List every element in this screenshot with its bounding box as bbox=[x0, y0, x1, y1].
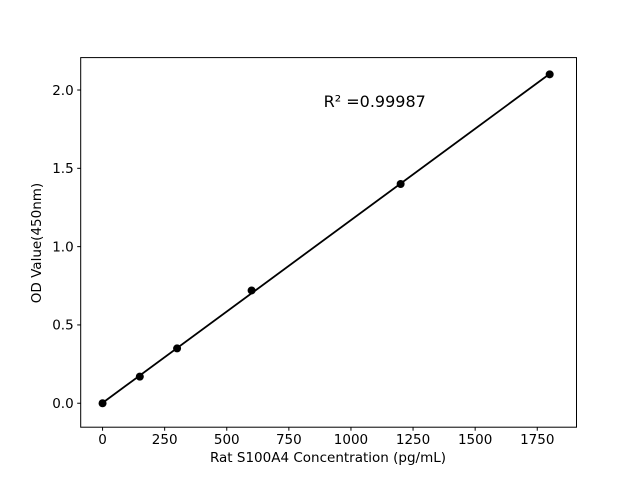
y-tick-label: 1.5 bbox=[52, 161, 73, 177]
y-axis-label: OD Value(450nm) bbox=[29, 182, 45, 304]
r-squared-annotation: R² =0.99987 bbox=[323, 91, 426, 111]
y-tick-label: 2.0 bbox=[52, 83, 73, 99]
x-tick-label: 1750 bbox=[520, 432, 554, 448]
x-tick-label: 1250 bbox=[396, 432, 430, 448]
data-point bbox=[135, 372, 144, 381]
x-tick-label: 0 bbox=[98, 432, 107, 448]
data-points bbox=[98, 70, 554, 408]
x-tick-label: 500 bbox=[214, 432, 240, 448]
x-tick-label: 1500 bbox=[458, 432, 492, 448]
y-axis-ticks: 0.0 0.5 1.0 1.5 2.0 bbox=[52, 83, 81, 412]
data-point bbox=[545, 70, 554, 79]
x-axis-label: Rat S100A4 Concentration (pg/mL) bbox=[209, 450, 447, 466]
y-tick-label: 0.0 bbox=[52, 396, 73, 412]
data-point bbox=[98, 399, 107, 408]
data-point bbox=[396, 179, 405, 188]
x-tick-label: 250 bbox=[152, 432, 178, 448]
y-tick-label: 0.5 bbox=[52, 318, 73, 334]
x-tick-label: 1000 bbox=[334, 432, 368, 448]
fit-line bbox=[102, 73, 551, 404]
x-axis-ticks: 0 250 500 750 1000 1250 1500 1750 bbox=[98, 427, 554, 448]
y-tick-label: 1.0 bbox=[52, 239, 73, 255]
x-tick-label: 750 bbox=[276, 432, 302, 448]
data-point bbox=[173, 344, 182, 353]
data-point bbox=[247, 286, 256, 295]
plot-box bbox=[80, 57, 577, 428]
